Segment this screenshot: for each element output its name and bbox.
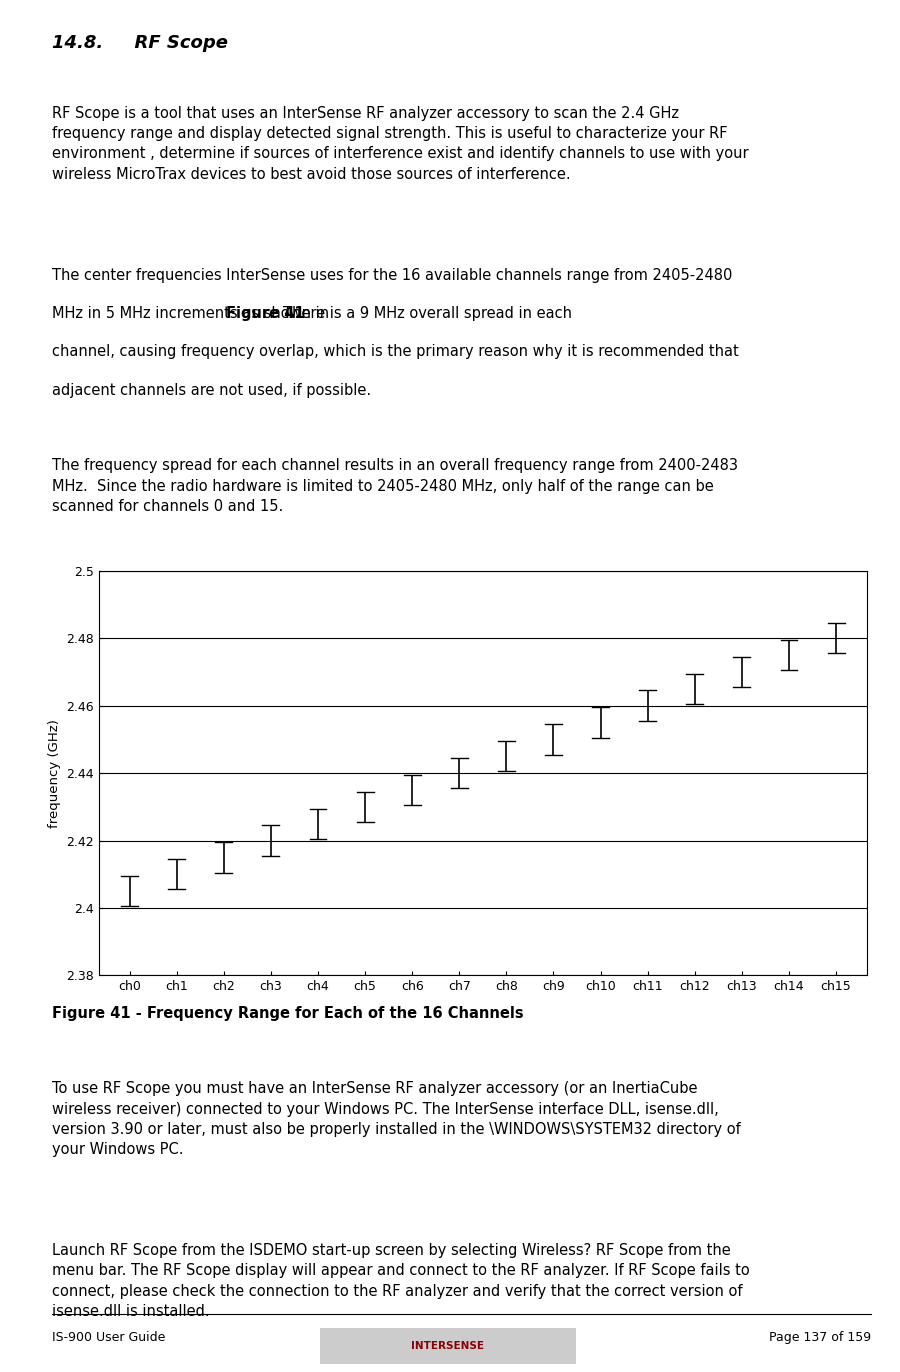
Text: RF Scope is a tool that uses an InterSense RF analyzer accessory to scan the 2.4: RF Scope is a tool that uses an InterSen…: [52, 106, 749, 182]
Text: .  There is a 9 MHz overall spread in each: . There is a 9 MHz overall spread in eac…: [269, 306, 572, 321]
Text: The frequency spread for each channel results in an overall frequency range from: The frequency spread for each channel re…: [52, 458, 738, 514]
Text: 14.8.     RF Scope: 14.8. RF Scope: [52, 34, 229, 52]
Text: Figure 41 - Frequency Range for Each of the 16 Channels: Figure 41 - Frequency Range for Each of …: [52, 1006, 524, 1021]
Text: Launch RF Scope from the ISDEMO start-up screen by selecting Wireless? RF Scope : Launch RF Scope from the ISDEMO start-up…: [52, 1243, 750, 1320]
Text: MHz in 5 MHz increments as shown in: MHz in 5 MHz increments as shown in: [52, 306, 334, 321]
Text: adjacent channels are not used, if possible.: adjacent channels are not used, if possi…: [52, 383, 372, 398]
Y-axis label: frequency (GHz): frequency (GHz): [48, 719, 61, 827]
Text: Page 137 of 159: Page 137 of 159: [770, 1331, 871, 1343]
Text: channel, causing frequency overlap, which is the primary reason why it is recomm: channel, causing frequency overlap, whic…: [52, 344, 739, 359]
Text: The center frequencies InterSense uses for the 16 available channels range from : The center frequencies InterSense uses f…: [52, 268, 733, 283]
Text: To use RF Scope you must have an InterSense RF analyzer accessory (or an Inertia: To use RF Scope you must have an InterSe…: [52, 1081, 741, 1158]
Text: INTERSENSE: INTERSENSE: [411, 1340, 484, 1351]
Text: Figure 41: Figure 41: [226, 306, 304, 321]
Text: IS-900 User Guide: IS-900 User Guide: [52, 1331, 166, 1343]
